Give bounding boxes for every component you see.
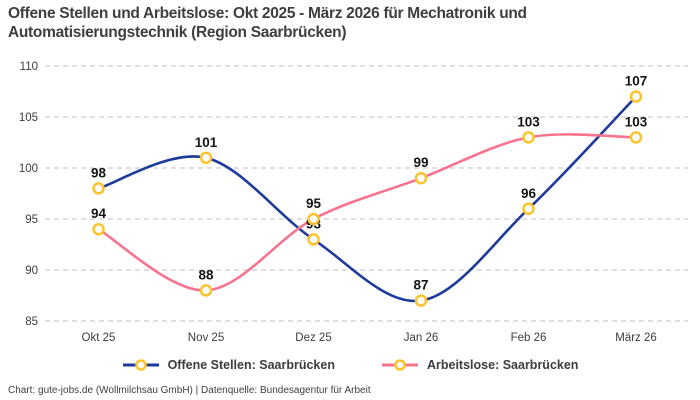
- data-point-label: 87: [413, 278, 428, 293]
- y-tick-label: 85: [25, 316, 38, 328]
- data-point-label: 99: [413, 155, 428, 170]
- legend-item-arbeitslose[interactable]: Arbeitslose: Saarbrücken: [381, 358, 578, 372]
- x-tick-label: Feb 26: [511, 332, 547, 344]
- chart-title: Offene Stellen und Arbeitslose: Okt 2025…: [8, 4, 692, 42]
- y-tick-label: 105: [19, 112, 38, 124]
- data-point-label: 101: [195, 135, 218, 150]
- data-point-label: 98: [91, 165, 107, 180]
- data-point-marker[interactable]: [92, 222, 105, 236]
- data-point-marker[interactable]: [522, 202, 535, 216]
- chart-title-line2: Automatisierungstechnik (Region Saarbrüc…: [8, 24, 347, 41]
- data-point-marker[interactable]: [414, 294, 428, 307]
- x-tick-label: Jan 26: [404, 332, 439, 344]
- line-marker-icon: [122, 359, 159, 371]
- data-point-marker[interactable]: [414, 171, 428, 185]
- data-point-marker[interactable]: [307, 212, 320, 226]
- data-point-marker[interactable]: [199, 151, 213, 165]
- data-point-label: 103: [517, 114, 540, 129]
- x-tick-label: Dez 25: [295, 332, 331, 344]
- data-point-marker[interactable]: [307, 233, 320, 246]
- x-tick-label: Okt 25: [82, 332, 116, 344]
- x-tick-label: Nov 25: [188, 332, 224, 344]
- legend-item-offene-stellen[interactable]: Offene Stellen: Saarbrücken: [122, 358, 335, 372]
- series-line: [97, 95, 638, 303]
- data-point-label: 94: [91, 206, 107, 221]
- legend-label: Arbeitslose: Saarbrücken: [426, 358, 579, 372]
- y-tick-label: 100: [19, 163, 38, 175]
- data-point-label: 96: [521, 186, 537, 201]
- line-marker-icon: [381, 359, 418, 371]
- y-tick-label: 110: [20, 61, 38, 73]
- y-tick-label: 95: [25, 214, 38, 226]
- data-point-label: 103: [625, 114, 648, 129]
- data-point-marker[interactable]: [92, 182, 105, 195]
- series-line: [97, 133, 638, 292]
- x-tick-label: März 26: [615, 332, 657, 344]
- data-point-label: 95: [306, 196, 322, 211]
- legend-label: Offene Stellen: Saarbrücken: [167, 358, 335, 372]
- chart-attribution: Chart: gute-jobs.de (Wollmilchsau GmbH) …: [8, 385, 371, 396]
- data-point-label: 107: [625, 74, 648, 89]
- data-point-marker[interactable]: [199, 284, 213, 297]
- data-point-marker[interactable]: [522, 131, 535, 144]
- data-point-marker[interactable]: [629, 90, 643, 103]
- legend: Offene Stellen: Saarbrücken Arbeitslose:…: [0, 358, 700, 372]
- chart-title-line1: Offene Stellen und Arbeitslose: Okt 2025…: [8, 5, 527, 22]
- data-point-marker[interactable]: [629, 131, 643, 144]
- data-point-label: 88: [198, 267, 214, 282]
- y-tick-label: 90: [25, 265, 38, 277]
